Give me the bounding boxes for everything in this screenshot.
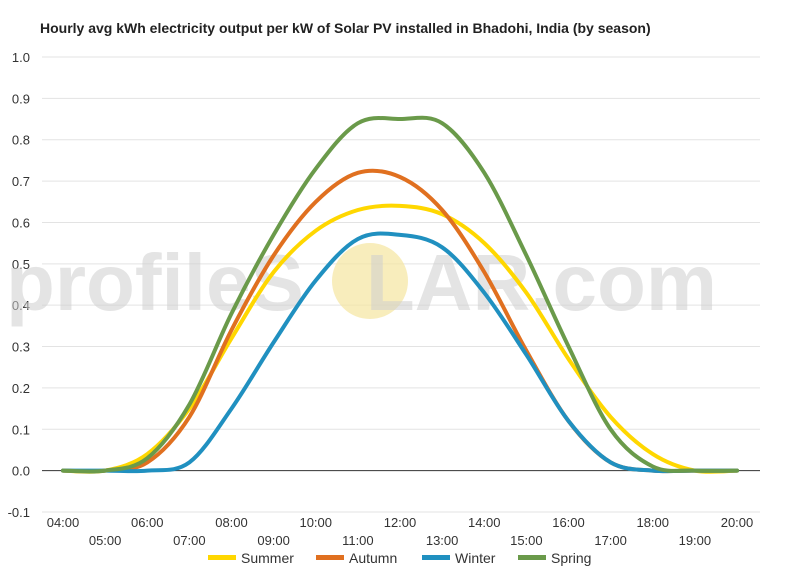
y-tick-label: -0.1	[8, 505, 30, 520]
legend-label-winter: Winter	[455, 550, 496, 566]
x-tick-label: 04:00	[47, 515, 80, 530]
x-tick-label: 08:00	[215, 515, 248, 530]
legend-label-autumn: Autumn	[349, 550, 397, 566]
watermark: profileS LAR.com	[6, 238, 717, 327]
y-tick-label: 0.0	[12, 464, 30, 479]
x-tick-label: 18:00	[636, 515, 669, 530]
legend-label-spring: Spring	[551, 550, 591, 566]
y-axis-tick-labels: -0.1 0.0 0.1 0.2 0.3 0.4 0.5 0.6 0.7 0.8 0.9 1.0	[8, 50, 30, 520]
legend-swatch-spring	[518, 555, 546, 560]
x-tick-label: 06:00	[131, 515, 164, 530]
x-tick-label: 10:00	[299, 515, 332, 530]
legend-swatch-autumn	[316, 555, 344, 560]
legend: Summer Autumn Winter Spring	[208, 550, 591, 566]
y-tick-label: 1.0	[12, 50, 30, 65]
x-tick-label: 11:00	[342, 533, 374, 548]
x-tick-label: 13:00	[426, 533, 459, 548]
y-tick-label: 0.7	[12, 174, 30, 189]
series-line-winter	[61, 231, 739, 474]
x-axis-tick-labels: 04:00 05:00 06:00 07:00 08:00 09:00 10:00 11:00…	[47, 515, 754, 548]
x-tick-label: 09:00	[257, 533, 290, 548]
y-tick-label: 0.8	[12, 133, 30, 148]
series-line-spring	[61, 115, 739, 474]
x-tick-label: 20:00	[721, 515, 754, 530]
y-tick-label: 0.9	[12, 91, 30, 106]
x-tick-label: 15:00	[510, 533, 543, 548]
chart-title: Hourly avg kWh electricity output per kW…	[40, 20, 651, 36]
x-tick-label: 07:00	[173, 533, 206, 548]
y-tick-label: 0.6	[12, 215, 30, 230]
x-tick-label: 12:00	[384, 515, 417, 530]
legend-label-summer: Summer	[241, 550, 294, 566]
x-tick-label: 17:00	[594, 533, 627, 548]
legend-swatch-winter	[422, 555, 450, 560]
y-tick-label: 0.2	[12, 381, 30, 396]
series-lines	[61, 115, 739, 474]
y-tick-label: 0.3	[12, 340, 30, 355]
x-tick-label: 16:00	[552, 515, 585, 530]
y-tick-label: 0.5	[12, 257, 30, 272]
y-tick-label: 0.1	[12, 422, 30, 437]
y-tick-label: 0.4	[12, 298, 30, 313]
legend-swatch-summer	[208, 555, 236, 560]
x-tick-label: 14:00	[468, 515, 501, 530]
x-tick-label: 05:00	[89, 533, 122, 548]
x-tick-label: 19:00	[679, 533, 712, 548]
watermark-sun-icon	[332, 243, 408, 319]
